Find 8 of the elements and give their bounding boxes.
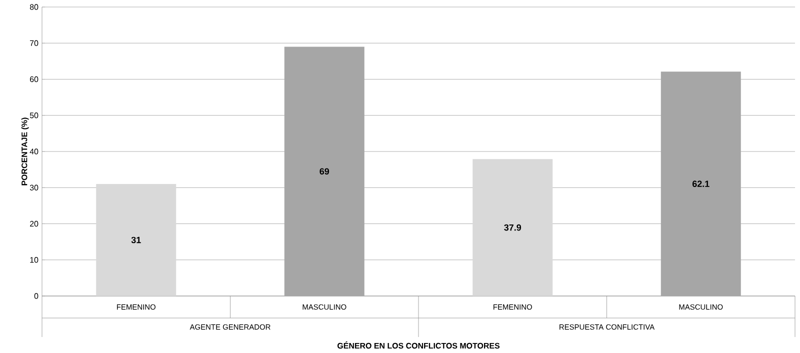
bar (284, 46, 364, 296)
data-label: 69 (320, 168, 330, 175)
data-label: 62.1 (692, 180, 710, 188)
data-label: 37.9 (504, 224, 522, 231)
bar (96, 184, 176, 296)
bar (472, 159, 553, 296)
data-label: 31 (131, 236, 141, 244)
bar (660, 72, 741, 296)
